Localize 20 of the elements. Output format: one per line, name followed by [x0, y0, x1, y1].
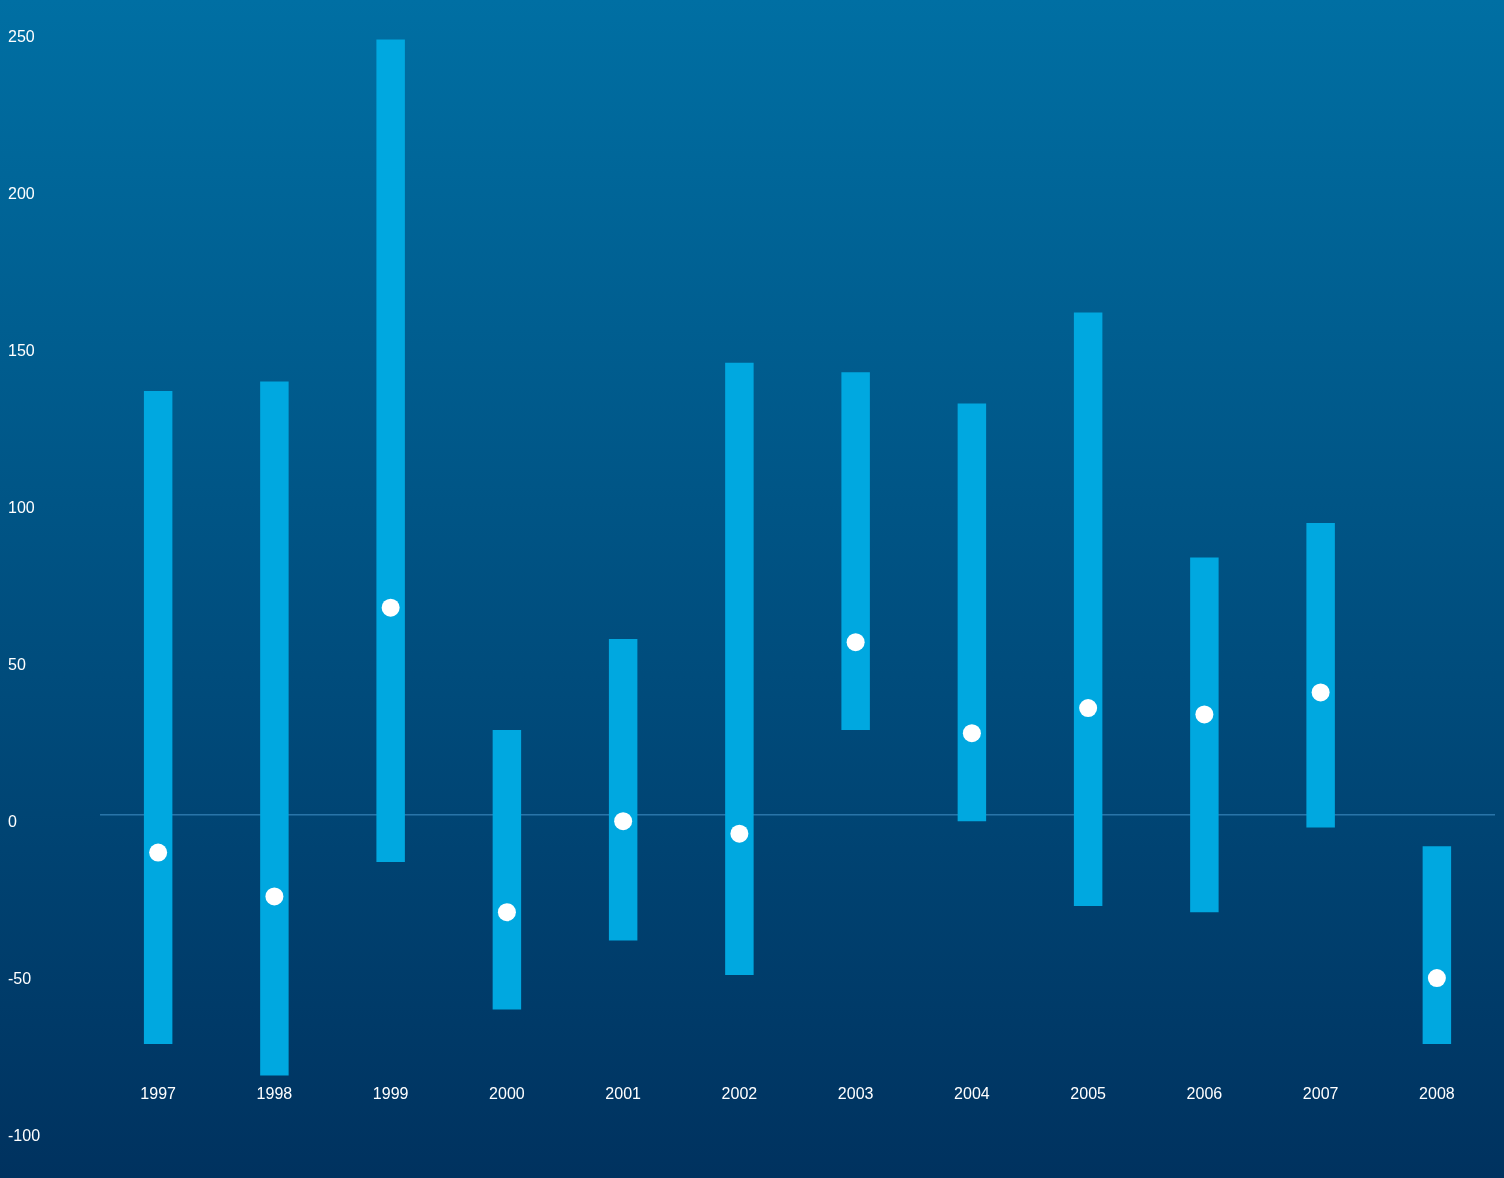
y-tick-label: -50 [8, 970, 32, 988]
y-tick-label: 250 [8, 28, 35, 46]
x-tick-label: 2004 [954, 1084, 990, 1102]
x-tick-label: 2007 [1302, 1084, 1339, 1102]
x-tick-label: 2003 [837, 1084, 874, 1102]
x-tick-label: 1998 [256, 1084, 293, 1102]
x-tick-label: 1999 [372, 1084, 409, 1102]
x-tick-label: 2006 [1186, 1084, 1223, 1102]
y-tick-label: 100 [8, 499, 35, 517]
y-tick-label: 200 [8, 185, 35, 203]
x-tick-label: 2005 [1070, 1084, 1107, 1102]
x-tick-label: 2008 [1419, 1084, 1455, 1102]
y-tick-label: 0 [8, 813, 17, 831]
x-tick-label: 2002 [721, 1084, 758, 1102]
x-tick-label: 2001 [605, 1084, 642, 1102]
y-tick-label: -100 [8, 1127, 41, 1145]
y-tick-label: 50 [8, 656, 26, 674]
x-tick-label: 1997 [140, 1084, 177, 1102]
x-tick-label: 2000 [489, 1084, 525, 1102]
y-tick-label: 150 [8, 342, 35, 360]
